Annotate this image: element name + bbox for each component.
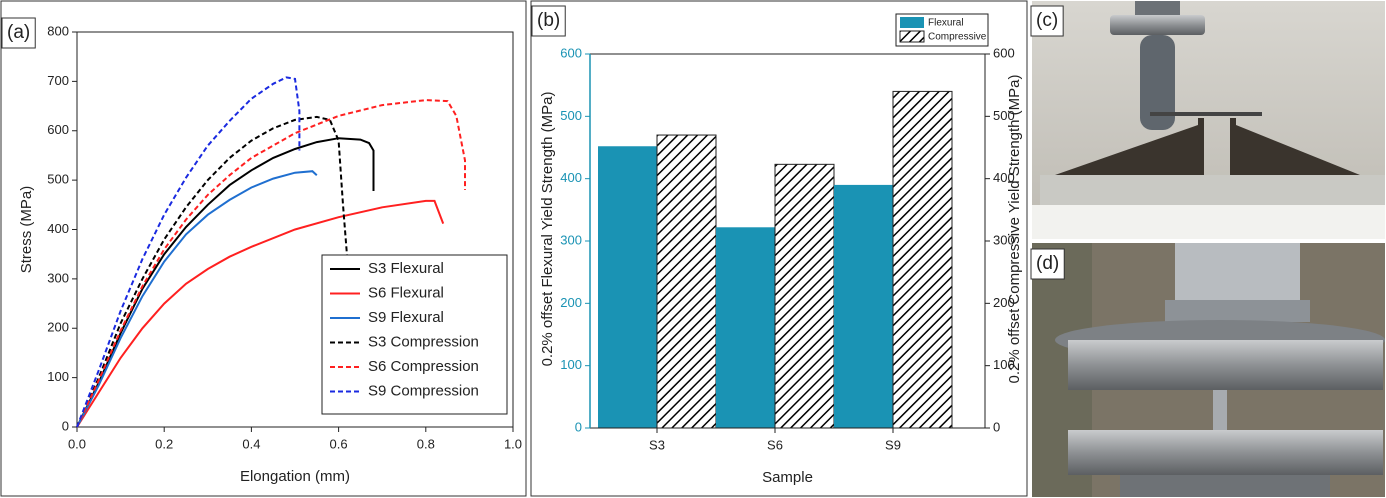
y2-tick-label: 400	[993, 170, 1015, 185]
y-tick-label: 200	[47, 320, 69, 335]
photo-d	[1032, 243, 1385, 497]
panel-label: (a)	[7, 22, 30, 43]
y2-tick-label: 100	[993, 357, 1015, 372]
y-tick-label: 600	[47, 122, 69, 137]
panel-label: (c)	[1036, 10, 1058, 31]
y-tick-label: 300	[47, 270, 69, 285]
bar	[598, 146, 657, 428]
bar	[834, 184, 893, 428]
y-tick-label: 100	[560, 357, 582, 372]
legend-label: S6 Compression	[368, 358, 479, 375]
y-tick-label: 300	[560, 232, 582, 247]
legend-label: S9 Compression	[368, 382, 479, 399]
y-axis-label: 0.2% offset Flexural Yield Strength (MPa…	[539, 92, 556, 367]
panel-label: (d)	[1036, 253, 1059, 274]
y-tick-label: 600	[560, 45, 582, 60]
y-tick-label: 0	[575, 419, 582, 434]
y2-tick-label: 500	[993, 108, 1015, 123]
panel-label-box	[1030, 5, 1064, 37]
y-tick-label: 400	[47, 221, 69, 236]
y2-tick-label: 0	[993, 419, 1000, 434]
x-tick-label: 0.4	[242, 436, 260, 451]
x-tick-label: 1.0	[504, 436, 522, 451]
y2-tick-label: 300	[993, 232, 1015, 247]
panel-label-box	[1, 17, 36, 49]
y-axis-label: Stress (MPa)	[18, 186, 35, 274]
x-axis-label: Elongation (mm)	[240, 468, 350, 485]
panel-label-box	[1030, 248, 1065, 280]
y-tick-label: 500	[560, 108, 582, 123]
legend-label: S6 Flexural	[368, 284, 444, 301]
y2-axis-label: 0.2% offset Compressive Yield Strength (…	[1006, 74, 1023, 383]
data-line	[76, 170, 318, 428]
data-line	[76, 199, 445, 428]
legend-label: S3 Compression	[368, 333, 479, 350]
data-line	[76, 115, 349, 428]
bar	[774, 163, 835, 429]
y-tick-label: 700	[47, 73, 69, 88]
legend-swatch	[900, 17, 924, 28]
legend-box	[321, 254, 508, 415]
y-tick-label: 200	[560, 295, 582, 310]
bar	[656, 134, 717, 429]
x-tick-label: S9	[885, 437, 901, 452]
bar	[892, 90, 953, 429]
y-tick-label: 0	[62, 418, 69, 433]
legend-label: S3 Flexural	[368, 260, 444, 277]
legend-label: Flexural	[928, 18, 964, 29]
x-tick-label: 0.2	[155, 436, 173, 451]
legend-swatch	[899, 30, 925, 43]
data-line	[76, 137, 375, 428]
y-tick-label: 400	[560, 170, 582, 185]
legend-label: Compressive	[928, 32, 987, 43]
y-tick-label: 500	[47, 172, 69, 187]
x-tick-label: 0.8	[417, 436, 435, 451]
x-tick-label: 0.0	[68, 436, 86, 451]
y2-tick-label: 200	[993, 295, 1015, 310]
x-axis-label: Sample	[762, 469, 813, 486]
y2-tick-label: 600	[993, 45, 1015, 60]
x-tick-label: S3	[649, 437, 665, 452]
data-line	[76, 99, 466, 428]
x-tick-label: S6	[767, 437, 783, 452]
panel-label-box	[531, 5, 566, 37]
panel-label: (b)	[537, 10, 560, 31]
y-tick-label: 100	[47, 369, 69, 384]
panel-frame	[0, 0, 527, 497]
y-tick-label: 800	[47, 23, 69, 38]
bar	[716, 227, 775, 428]
legend-label: S9 Flexural	[368, 309, 444, 326]
panel-frame	[530, 0, 1028, 497]
x-tick-label: 0.6	[330, 436, 348, 451]
photo-c	[1032, 1, 1385, 239]
